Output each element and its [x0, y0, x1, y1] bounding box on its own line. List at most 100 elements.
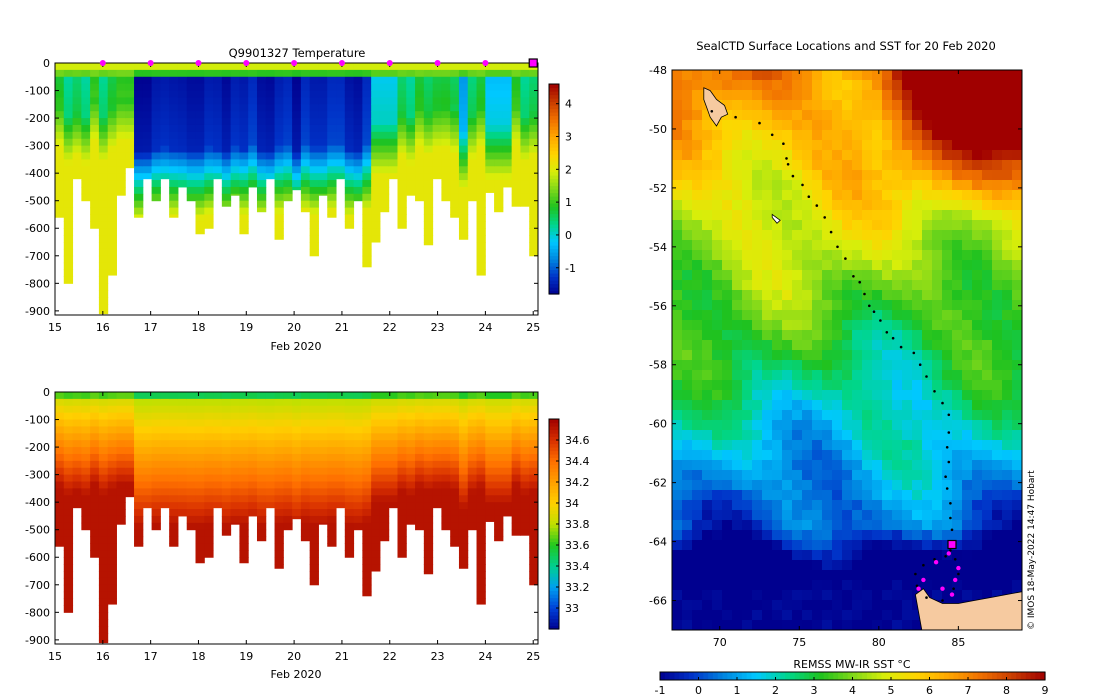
sst-cell [882, 580, 893, 591]
heatmap-cell [72, 481, 82, 489]
heatmap-cell [520, 193, 530, 202]
heatmap-cell [476, 186, 486, 195]
sst-colorbar-band [717, 672, 724, 680]
heatmap-cell [458, 186, 469, 195]
sst-cell [672, 540, 683, 551]
sst-cell [882, 200, 893, 211]
sst-colorbar-band [1001, 672, 1008, 680]
sst-cell [912, 290, 923, 301]
heatmap-cell [336, 166, 346, 174]
sst-cell [822, 110, 833, 121]
heatmap-cell [107, 90, 117, 98]
sst-cell [792, 400, 803, 411]
sst-cell [842, 300, 853, 311]
sst-cell [762, 440, 773, 451]
sst-cell [912, 340, 923, 351]
sst-cell [702, 520, 713, 531]
heatmap-cell [221, 63, 232, 71]
heatmap-cell [388, 392, 398, 400]
sst-cell [932, 330, 943, 341]
heatmap-cell [379, 460, 390, 469]
heatmap-cell [125, 440, 135, 448]
sst-cell [892, 260, 903, 271]
heatmap-cell [371, 392, 381, 400]
sst-cell [932, 250, 943, 261]
heatmap-cell [485, 515, 495, 522]
sst-cell [742, 270, 753, 281]
sst-cell [942, 230, 953, 241]
heatmap-cell [81, 166, 91, 174]
heatmap-cell [371, 200, 381, 209]
sst-cell [822, 440, 833, 451]
heatmap-cell [98, 248, 109, 257]
heatmap-cell [186, 159, 197, 167]
sst-colorbar-band [674, 672, 680, 680]
heatmap-cell [494, 173, 504, 181]
sst-cell [962, 420, 973, 431]
sst-cell [932, 570, 943, 581]
heatmap-cell [292, 124, 302, 133]
sst-cell [782, 250, 793, 261]
sst-cell [892, 430, 903, 441]
sst-cell [872, 360, 883, 371]
sst-cell [702, 450, 713, 461]
heatmap-cell [90, 90, 100, 98]
heatmap-cell [72, 392, 82, 400]
heatmap-cell [309, 124, 319, 133]
heatmap-cell [397, 481, 407, 489]
sst-cell [932, 280, 943, 291]
sst-map-area [672, 70, 1022, 630]
sst-cell [782, 200, 793, 211]
sst-cell [832, 520, 843, 531]
heatmap-cell [63, 571, 74, 579]
sst-cell [832, 430, 843, 441]
sst-cell [832, 440, 843, 451]
temperature-colorbar-band [549, 227, 559, 232]
track-point [949, 516, 952, 520]
sst-cell [822, 260, 833, 271]
heatmap-cell [423, 242, 434, 246]
heatmap-cell [511, 104, 521, 112]
heatmap-cell [406, 412, 416, 421]
heatmap-cell [265, 63, 276, 71]
heatmap-cell [55, 467, 65, 476]
sst-colorbar-band [823, 672, 830, 680]
heatmap-cell [318, 173, 328, 181]
track-point [941, 599, 944, 602]
sst-cell [842, 490, 853, 501]
heatmap-cell [160, 488, 170, 496]
sst-cell [942, 510, 953, 521]
heatmap-cell [450, 419, 460, 427]
sst-cell [912, 500, 923, 511]
heatmap-cell [221, 460, 232, 469]
sst-cell [672, 450, 683, 461]
heatmap-cell [511, 481, 521, 489]
heatmap-cell [300, 481, 311, 489]
heatmap-cell [81, 76, 91, 85]
sst-cell [882, 490, 893, 501]
sst-cell [952, 230, 963, 241]
heatmap-cell [256, 180, 267, 188]
sst-cell [972, 70, 983, 81]
heatmap-cell [107, 97, 117, 105]
sst-cell [822, 480, 833, 491]
heatmap-cell [230, 392, 240, 400]
heatmap-cell [336, 460, 346, 469]
sst-colorbar-tick-label: 7 [965, 684, 972, 697]
sst-cell [982, 130, 993, 141]
sst-cell [842, 350, 853, 361]
heatmap-cell [494, 166, 504, 174]
sst-cell [812, 380, 823, 391]
sst-cell [862, 310, 873, 321]
heatmap-cell [239, 166, 249, 174]
sst-cell [892, 370, 903, 381]
heatmap-cell [134, 214, 144, 218]
sst-cell [762, 70, 773, 81]
heatmap-cell [195, 207, 205, 215]
sst-cell [922, 460, 933, 471]
heatmap-cell [230, 180, 240, 188]
heatmap-cell [494, 536, 504, 542]
sst-cell [712, 160, 723, 171]
heatmap-cell [107, 138, 117, 147]
sst-cell [792, 390, 803, 401]
